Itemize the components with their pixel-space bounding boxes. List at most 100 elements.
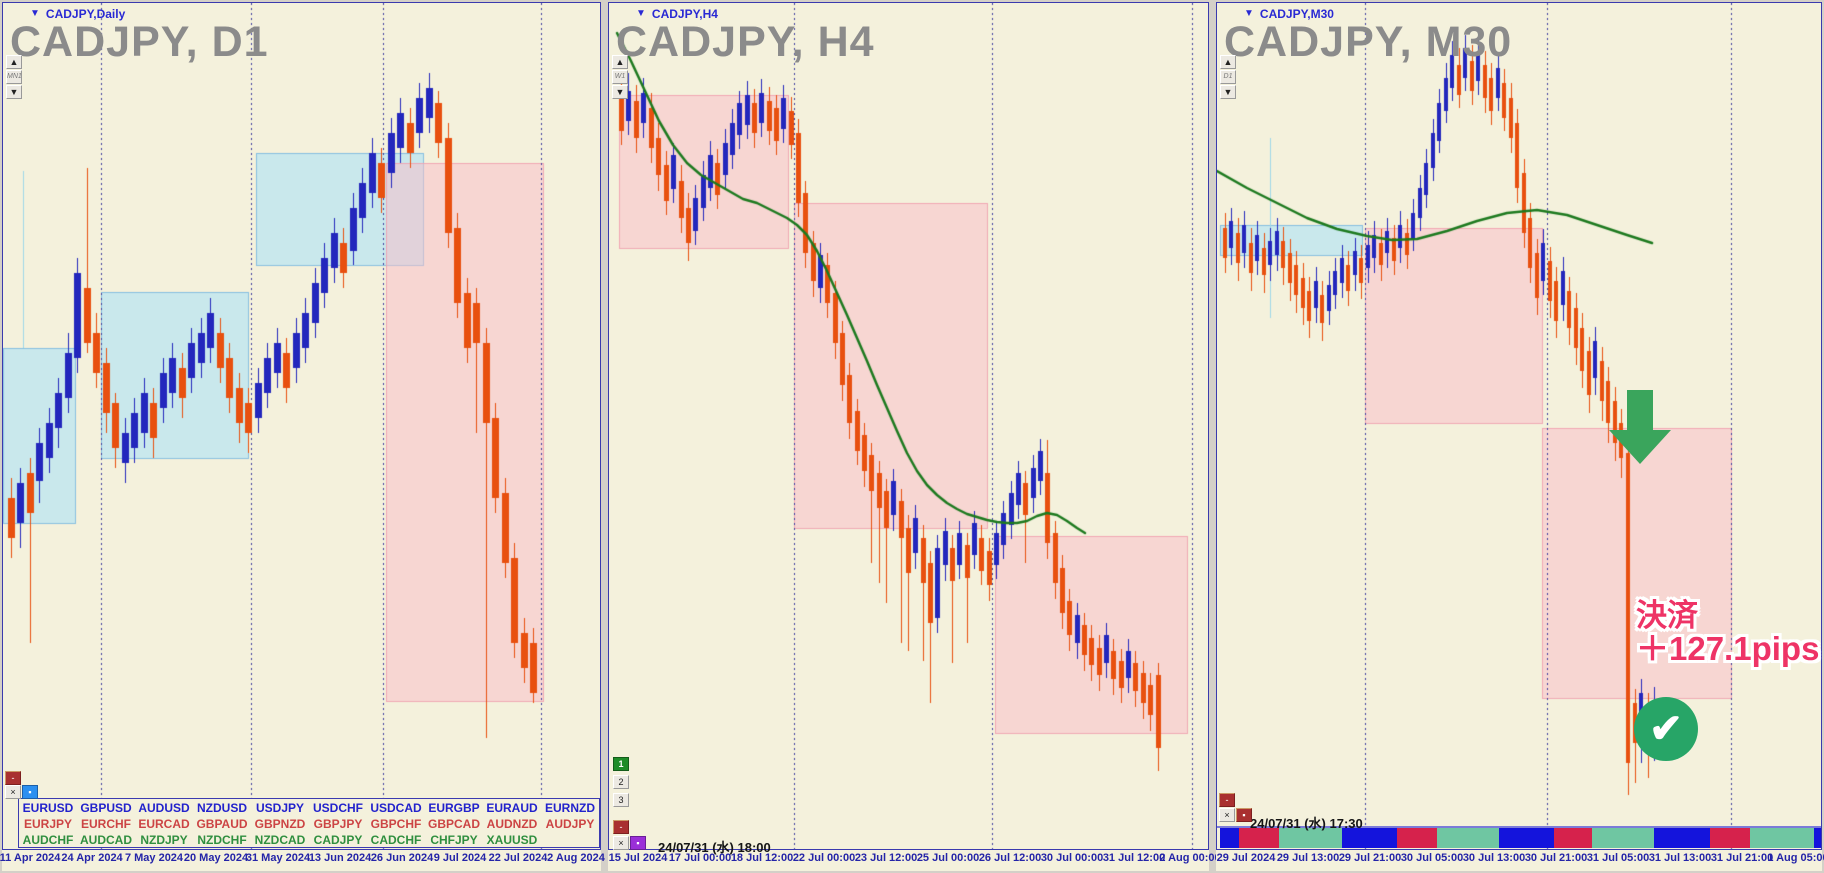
scroll-down-button[interactable]: ▼ bbox=[612, 85, 628, 99]
currency-pair-audcad[interactable]: AUDCAD bbox=[80, 833, 132, 847]
scroll-down-button[interactable]: ▼ bbox=[1220, 85, 1236, 99]
chart-symbol-dropdown[interactable]: ▼ CADJPY,M30 bbox=[1244, 7, 1334, 21]
x-axis-label: 7 May 2024 bbox=[124, 852, 184, 864]
x-axis-label: 25 Jul 00:00 bbox=[916, 852, 980, 864]
currency-pair-cadchf[interactable]: CADCHF bbox=[370, 833, 422, 847]
x-axis-label: 22 Jul 00:00 bbox=[792, 852, 856, 864]
currency-pair-nzdusd[interactable]: NZDUSD bbox=[197, 801, 247, 815]
close-button[interactable]: × bbox=[1219, 808, 1235, 822]
chart-area-d1[interactable] bbox=[3, 3, 600, 849]
x-axis-label: 31 Jul 13:00 bbox=[1648, 852, 1712, 864]
chart-symbol-label: CADJPY,M30 bbox=[1259, 7, 1334, 21]
currency-pair-nzdcad[interactable]: NZDCAD bbox=[254, 833, 306, 847]
x-axis-label: 26 Jun 2024 bbox=[370, 852, 434, 864]
currency-pair-usdjpy[interactable]: USDJPY bbox=[255, 801, 305, 815]
minimize-button[interactable]: - bbox=[1219, 793, 1235, 807]
currency-pair-eurgbp[interactable]: EURGBP bbox=[428, 801, 480, 815]
x-axis-label: 13 Jun 2024 bbox=[308, 852, 372, 864]
time-axis: 11 Apr 2024 24 Apr 2024 7 May 2024 20 May 2… bbox=[0, 852, 605, 868]
timeframe-label-button[interactable]: W1 bbox=[612, 70, 628, 84]
chart-symbol-dropdown[interactable]: ▼ CADJPY,Daily bbox=[30, 7, 125, 21]
currency-pair-gbpchf[interactable]: GBPCHF bbox=[370, 817, 422, 831]
session-segment bbox=[1279, 828, 1342, 848]
marker-button[interactable]: ▪ bbox=[1236, 808, 1252, 822]
x-axis-label: 31 May 2024 bbox=[245, 852, 311, 864]
chart-panel-d1: CADJPY, D1 ▼ CADJPY,Daily EURUSD GBPUSD AU… bbox=[0, 2, 605, 871]
step-2-button[interactable]: 2 bbox=[613, 775, 629, 789]
close-button[interactable]: × bbox=[5, 785, 21, 799]
session-segment bbox=[1750, 828, 1814, 848]
x-axis-label: 30 Jul 13:00 bbox=[1462, 852, 1526, 864]
currency-pair-xauusd[interactable]: XAUUSD bbox=[486, 833, 538, 847]
session-segment bbox=[1342, 828, 1397, 848]
minimize-button[interactable]: - bbox=[613, 820, 629, 834]
currency-pair-gbpaud[interactable]: GBPAUD bbox=[196, 817, 248, 831]
currency-pair-eurusd[interactable]: EURUSD bbox=[22, 801, 74, 815]
x-axis-label: 22 Jul 2024 bbox=[488, 852, 548, 864]
currency-pair-usdchf[interactable]: USDCHF bbox=[313, 801, 363, 815]
x-axis-label: 9 Jul 2024 bbox=[433, 852, 487, 864]
x-axis-label: 2 Aug 2024 bbox=[547, 852, 605, 864]
chart-symbol-dropdown[interactable]: ▼ CADJPY,H4 bbox=[636, 7, 718, 21]
x-axis-label: 17 Jul 00:00 bbox=[668, 852, 732, 864]
x-axis-label: 2 Aug 00:00 bbox=[1159, 852, 1221, 864]
currency-pair-eurchf[interactable]: EURCHF bbox=[81, 817, 131, 831]
scroll-down-button[interactable]: ▼ bbox=[6, 85, 22, 99]
session-segment bbox=[1437, 828, 1499, 848]
marker-button[interactable]: ▪ bbox=[630, 836, 646, 850]
currency-pair-nzdchf[interactable]: NZDCHF bbox=[197, 833, 247, 847]
x-axis-label: 29 Jul 13:00 bbox=[1276, 852, 1340, 864]
candle-timestamp: 24/07/31 (水) 17:30 bbox=[1250, 816, 1363, 831]
currency-pair-audnzd[interactable]: AUDNZD bbox=[486, 817, 538, 831]
scroll-up-button[interactable]: ▲ bbox=[6, 55, 22, 69]
chart-area-m30[interactable] bbox=[1217, 3, 1821, 849]
chevron-down-icon: ▼ bbox=[30, 8, 40, 19]
currency-pair-gbpcad[interactable]: GBPCAD bbox=[427, 817, 480, 831]
session-segment bbox=[1654, 828, 1710, 848]
currency-pair-empty bbox=[541, 832, 599, 848]
timeframe-label-button[interactable]: D1 bbox=[1220, 70, 1236, 84]
currency-pair-gbpusd[interactable]: GBPUSD bbox=[80, 801, 132, 815]
session-segment bbox=[1814, 828, 1821, 848]
x-axis-label: 11 Apr 2024 bbox=[0, 852, 61, 864]
marker-button[interactable]: ▪ bbox=[22, 785, 38, 799]
x-axis-label: 29 Jul 2024 bbox=[1216, 852, 1276, 864]
chart-panel-m30: CADJPY, M30 ▼ CADJPY,M30 決済 ＋127.1pips ✔… bbox=[1216, 2, 1824, 871]
session-segment bbox=[1239, 828, 1279, 848]
currency-pair-audchf[interactable]: AUDCHF bbox=[22, 833, 74, 847]
chevron-down-icon: ▼ bbox=[636, 8, 646, 19]
currency-pair-cadjpy[interactable]: CADJPY bbox=[313, 833, 363, 847]
chart-area-h4[interactable] bbox=[609, 3, 1208, 849]
currency-pair-usdcad[interactable]: USDCAD bbox=[370, 801, 422, 815]
currency-pair-audusd[interactable]: AUDUSD bbox=[138, 801, 190, 815]
session-segment bbox=[1554, 828, 1592, 848]
session-segment bbox=[1397, 828, 1437, 848]
x-axis-label: 31 Jul 21:00 bbox=[1710, 852, 1774, 864]
timeframe-label-button[interactable]: MN1 bbox=[6, 70, 22, 84]
step-3-button[interactable]: 3 bbox=[613, 793, 629, 807]
x-axis-label: 23 Jul 12:00 bbox=[854, 852, 918, 864]
x-axis-label: 30 Jul 21:00 bbox=[1524, 852, 1588, 864]
currency-pair-eurjpy[interactable]: EURJPY bbox=[23, 817, 73, 831]
step-1-button[interactable]: 1 bbox=[613, 757, 629, 771]
minimize-button[interactable]: - bbox=[5, 771, 21, 785]
scroll-up-button[interactable]: ▲ bbox=[612, 55, 628, 69]
currency-pair-gbpnzd[interactable]: GBPNZD bbox=[254, 817, 306, 831]
x-axis-label: 31 Jul 12:00 bbox=[1102, 852, 1166, 864]
x-axis-label: 15 Jul 2024 bbox=[608, 852, 668, 864]
currency-pair-euraud[interactable]: EURAUD bbox=[486, 801, 538, 815]
x-axis-label: 30 Jul 00:00 bbox=[1040, 852, 1104, 864]
currency-pair-audjpy[interactable]: AUDJPY bbox=[545, 817, 595, 831]
currency-pair-nzdjpy[interactable]: NZDJPY bbox=[140, 833, 188, 847]
x-axis-label: 31 Jul 05:00 bbox=[1586, 852, 1650, 864]
currency-pair-eurnzd[interactable]: EURNZD bbox=[545, 801, 595, 815]
currency-pair-chfjpy[interactable]: CHFJPY bbox=[430, 833, 478, 847]
time-axis: 15 Jul 2024 17 Jul 00:00 18 Jul 12:00 22 Ju… bbox=[608, 852, 1221, 868]
close-button[interactable]: × bbox=[613, 836, 629, 850]
x-axis-label: 1 Aug 05:00 bbox=[1767, 852, 1824, 864]
currency-pair-eurcad[interactable]: EURCAD bbox=[138, 817, 190, 831]
session-segment bbox=[1499, 828, 1554, 848]
scroll-up-button[interactable]: ▲ bbox=[1220, 55, 1236, 69]
currency-pair-gbpjpy[interactable]: GBPJPY bbox=[313, 817, 363, 831]
